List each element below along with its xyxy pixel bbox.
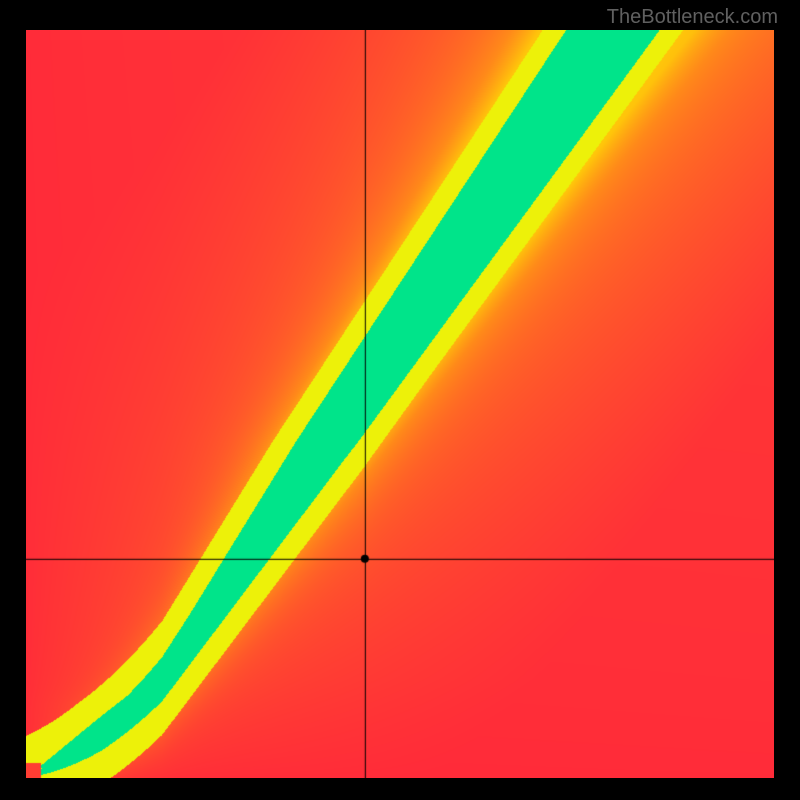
chart-container: TheBottleneck.com	[0, 0, 800, 800]
watermark-text: TheBottleneck.com	[607, 6, 778, 29]
heatmap-canvas	[26, 30, 774, 778]
plot-area	[26, 30, 774, 778]
